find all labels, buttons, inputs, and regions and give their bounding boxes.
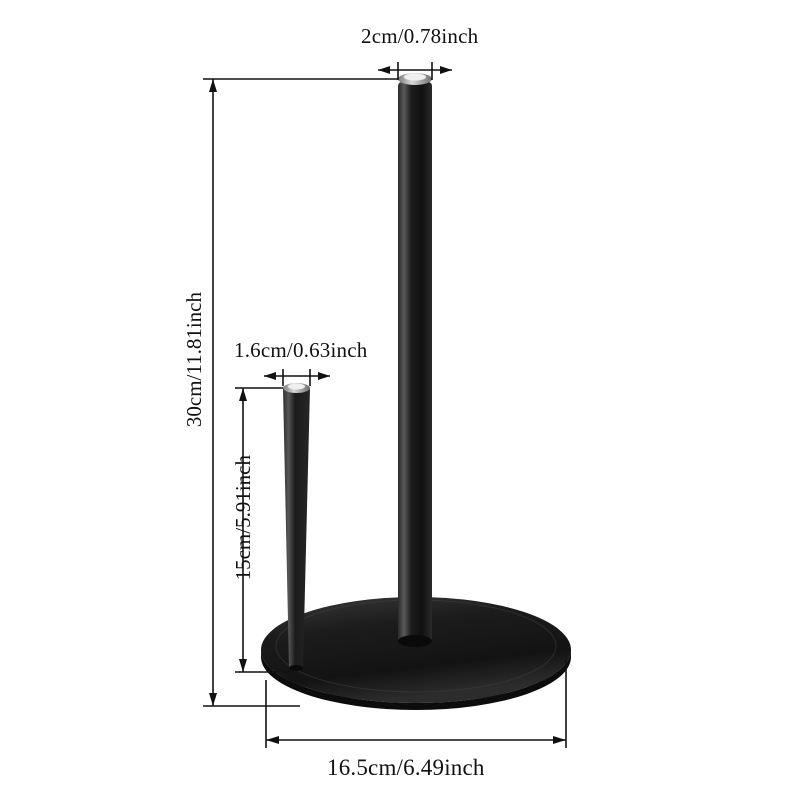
tall-vertical-rod <box>398 73 432 647</box>
short-rod-diameter-label: 1.6cm/0.63inch <box>234 338 368 362</box>
short-vertical-rod <box>283 383 310 671</box>
base-diameter-label: 16.5cm/6.49inch <box>327 755 485 780</box>
dimension-lines <box>203 62 567 748</box>
short-rod-height-label: 15cm/5.91inch <box>231 455 255 581</box>
top-rod-diameter-label: 2cm/0.78inch <box>361 24 479 48</box>
dimension-arrowheads <box>209 66 566 744</box>
total-height-label: 30cm/11.81inch <box>182 292 206 428</box>
